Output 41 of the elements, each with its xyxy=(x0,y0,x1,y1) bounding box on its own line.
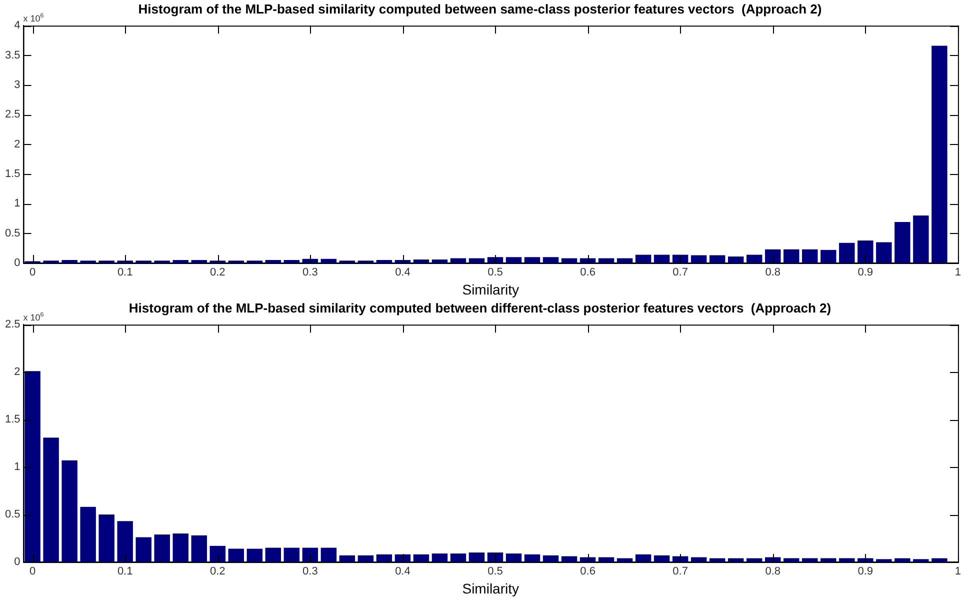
y-tick-label: 2.5 xyxy=(4,318,20,331)
x-tick-label: 0.9 xyxy=(858,266,874,279)
x-axis-title: Similarity xyxy=(462,281,520,298)
x-tick-label: 0.8 xyxy=(765,566,781,578)
x-tick-label: 0.7 xyxy=(672,566,688,578)
x-tick-label: 0.6 xyxy=(580,266,596,279)
x-tick-label: 0.3 xyxy=(302,566,318,578)
y-tick-label: 0 xyxy=(14,257,20,270)
y-tick-label: 1.5 xyxy=(4,414,20,426)
x-tick-label: 0.5 xyxy=(488,266,503,279)
x-tick-label: 1 xyxy=(954,566,962,578)
x-tick-label: 0 xyxy=(29,566,36,578)
y-tick-label: 0 xyxy=(14,556,20,568)
y-tick-label: 3 xyxy=(14,78,20,91)
y-tick-label: 1 xyxy=(14,461,20,474)
chart-title: Histogram of the MLP-based similarity computed between same-class posterior features vectors (Approach 2) xyxy=(138,1,822,16)
y-tick-label: 4 xyxy=(14,20,20,32)
y-tick-label: 2.5 xyxy=(4,108,20,121)
x-tick-label: 0.1 xyxy=(117,266,133,279)
x-tick-label: 0.7 xyxy=(672,266,688,279)
y-tick-label: 1.5 xyxy=(4,168,20,180)
x-tick-label: 0.2 xyxy=(210,566,226,578)
y-tick-label: 2 xyxy=(14,138,20,150)
x-tick-label: 0.4 xyxy=(395,566,410,578)
x-tick-label: 0.2 xyxy=(210,266,226,279)
chart-title: Histogram of the MLP-based similarity computed between different-class posterior features vectors (Approach 2) xyxy=(128,300,832,316)
x-tick-label: 0.5 xyxy=(488,566,503,578)
y-tick-label: 3.5 xyxy=(4,49,20,62)
x-tick-label: 1 xyxy=(954,266,962,279)
y-tick-label: 0.5 xyxy=(4,508,20,521)
x-tick-label: 0.8 xyxy=(765,266,781,279)
x-tick-label: 0.4 xyxy=(395,266,410,279)
y-tick-label: 1 xyxy=(14,198,20,210)
y-tick-label: 0.5 xyxy=(4,227,20,240)
x-axis-title: Similarity xyxy=(462,580,520,596)
x-tick-label: 0.9 xyxy=(858,566,874,578)
x-tick-label: 0 xyxy=(29,266,36,279)
x-tick-label: 0.6 xyxy=(580,566,596,578)
x-tick-label: 0.3 xyxy=(302,266,318,279)
y-tick-label: 2 xyxy=(14,366,20,378)
x-tick-label: 0.1 xyxy=(117,566,133,578)
